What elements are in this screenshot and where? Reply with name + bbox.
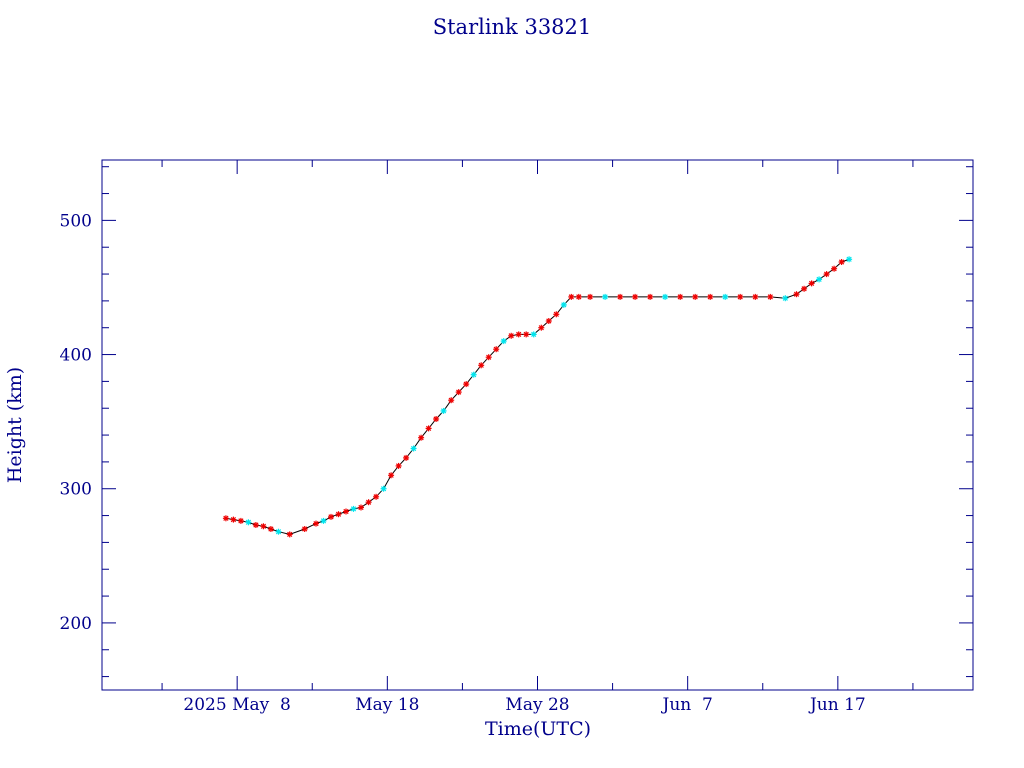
- x-tick-label: May 28: [505, 695, 569, 715]
- data-point: [455, 389, 462, 396]
- data-point: [707, 293, 714, 300]
- data-point: [602, 293, 609, 300]
- data-point: [373, 493, 380, 500]
- data-point: [403, 454, 410, 461]
- data-point: [463, 381, 470, 388]
- data-point: [801, 285, 808, 292]
- data-point: [553, 311, 560, 318]
- data-point: [568, 293, 575, 300]
- data-point: [320, 517, 327, 524]
- chart-title: Starlink 33821: [432, 15, 592, 39]
- data-point: [530, 331, 537, 338]
- data-point: [380, 485, 387, 492]
- data-point: [410, 445, 417, 452]
- data-point: [343, 508, 349, 515]
- data-point: [245, 519, 252, 526]
- data-point: [237, 517, 244, 524]
- data-point: [515, 331, 522, 338]
- data-point: [545, 318, 552, 324]
- data-point: [587, 293, 594, 300]
- height-series-line: [225, 258, 850, 535]
- y-tick-label: 300: [60, 480, 92, 500]
- data-point: [252, 522, 259, 528]
- data-point: [500, 338, 507, 345]
- data-point: [782, 295, 789, 302]
- data-point: [313, 520, 319, 527]
- data-point: [823, 271, 830, 278]
- data-point: [230, 516, 237, 523]
- data-point: [677, 293, 684, 300]
- data-point: [538, 324, 545, 331]
- data-point: [647, 293, 654, 300]
- data-point: [478, 362, 485, 369]
- data-point: [838, 259, 845, 265]
- data-point: [222, 515, 229, 522]
- x-tick-label: 2025 May 8: [183, 695, 290, 715]
- data-point: [846, 256, 853, 263]
- x-tick-label: Jun 17: [808, 695, 866, 715]
- y-tick-label: 400: [60, 346, 92, 366]
- data-point: [275, 528, 282, 535]
- data-point: [335, 511, 342, 518]
- data-point: [433, 416, 440, 422]
- data-point: [508, 332, 515, 339]
- y-tick-label: 200: [60, 614, 92, 634]
- x-tick-label: May 18: [355, 695, 419, 715]
- y-axis-label: Height (km): [4, 366, 26, 484]
- data-point: [301, 526, 308, 532]
- data-point: [388, 472, 395, 479]
- data-point: [632, 293, 639, 300]
- data-point: [358, 504, 364, 511]
- data-point: [575, 293, 582, 300]
- data-point: [767, 293, 774, 300]
- data-point: [793, 291, 800, 298]
- data-point: [662, 293, 669, 300]
- data-point: [493, 346, 500, 353]
- data-point: [286, 531, 293, 538]
- data-point: [523, 331, 530, 338]
- data-point: [737, 293, 744, 300]
- data-point: [267, 526, 274, 532]
- data-point: [395, 462, 402, 469]
- x-tick-label: Jun 7: [661, 695, 713, 715]
- data-point: [752, 293, 759, 300]
- data-point: [808, 280, 815, 287]
- data-point: [448, 397, 455, 404]
- data-point: [560, 301, 567, 308]
- data-point: [722, 293, 729, 300]
- data-point: [816, 276, 823, 283]
- data-point: [692, 293, 699, 300]
- data-point: [418, 434, 425, 441]
- y-tick-label: 500: [60, 211, 92, 231]
- data-point: [617, 293, 624, 300]
- data-point: [470, 371, 477, 378]
- data-point: [831, 265, 838, 272]
- data-point: [260, 523, 267, 530]
- data-point: [365, 499, 372, 506]
- x-axis-label: Time(UTC): [484, 718, 592, 740]
- data-point: [485, 354, 492, 361]
- plot-frame: [101, 159, 974, 691]
- data-point: [328, 513, 334, 520]
- data-point: [440, 407, 447, 414]
- data-point: [425, 425, 432, 432]
- data-point: [350, 505, 357, 512]
